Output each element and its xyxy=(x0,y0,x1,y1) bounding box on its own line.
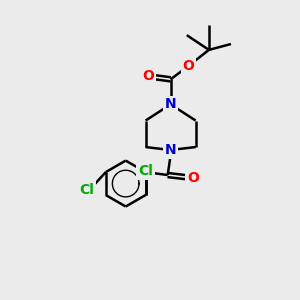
Text: O: O xyxy=(182,59,194,73)
Text: Cl: Cl xyxy=(138,164,153,178)
Text: O: O xyxy=(142,69,154,83)
Text: N: N xyxy=(165,143,176,157)
Text: Cl: Cl xyxy=(79,183,94,197)
Text: N: N xyxy=(165,98,176,111)
Text: O: O xyxy=(187,171,199,185)
